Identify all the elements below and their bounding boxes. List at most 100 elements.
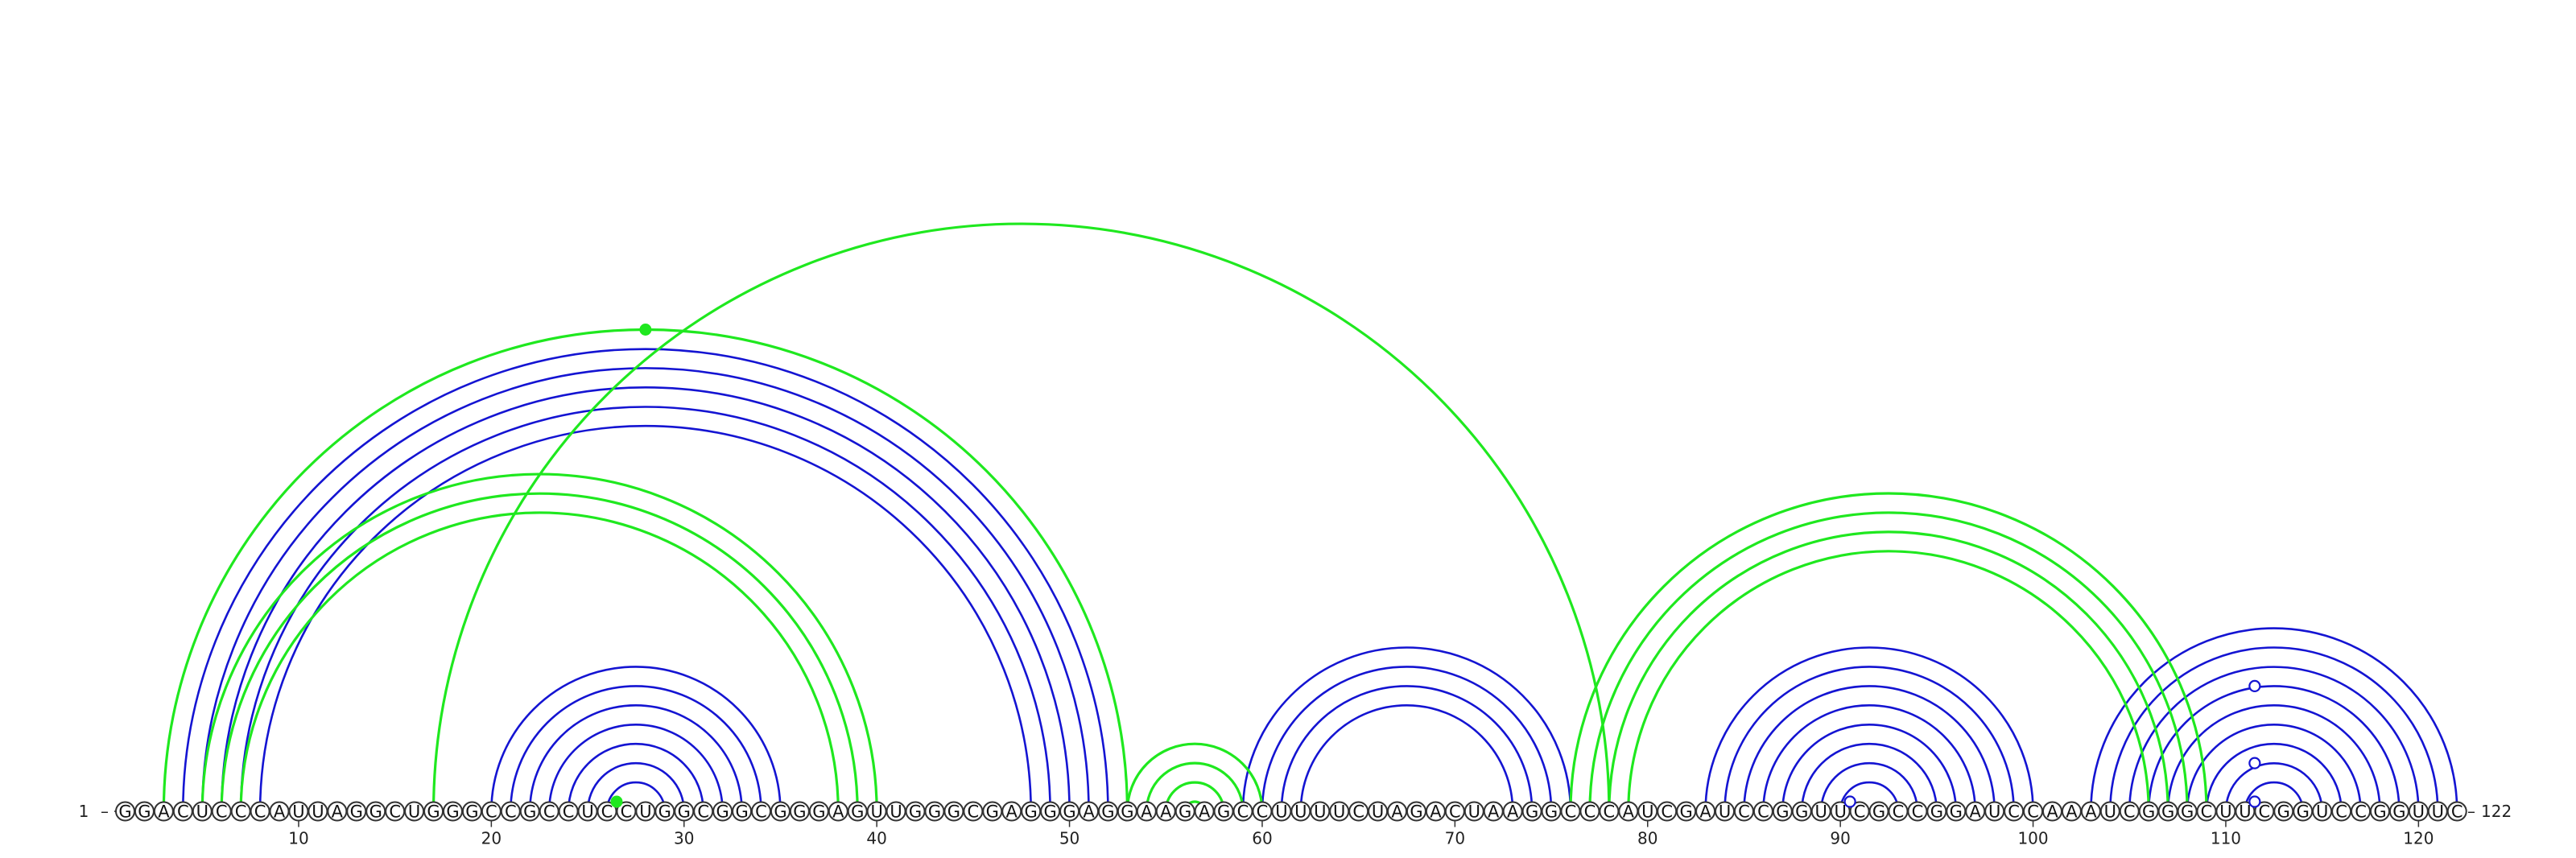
nucleotide-letter: G [1872,802,1885,822]
nucleotide-circle [2446,801,2467,822]
nucleotide-letter: C [1449,802,1461,822]
nucleotide: U [577,801,598,822]
nucleotide-letter: G [716,802,729,822]
blue-base-pair-arc [1762,704,1977,812]
blue-base-pair-arc [567,742,704,812]
blue-base-pair-arc [1704,646,2034,812]
nucleotide-letter: G [2161,802,2174,822]
nucleotide-letter: C [2008,802,2020,822]
nucleotide: U [1810,801,1831,822]
nucleotide-letter: G [774,802,786,822]
nucleotide-letter: G [1525,802,1538,822]
nucleotide: G [2388,801,2409,822]
nucleotide-letter: C [543,802,555,822]
nucleotide: G [1946,801,1967,822]
nucleotide: C [693,801,714,822]
nucleotide: U [1637,801,1658,822]
nucleotide: G [1541,801,1562,822]
nucleotide: G [423,801,444,822]
tick-label: 60 [1252,829,1272,848]
nucleotide-letter: U [1834,802,1846,822]
nucleotide-letter: G [1043,802,1056,822]
blue-base-pair-arc [220,386,1071,812]
nucleotide: C [539,801,559,822]
tick-label: 90 [1830,829,1850,848]
nucleotide: C [1232,801,1253,822]
nucleotide-letter: G [658,802,671,822]
nucleotide: C [2331,801,2352,822]
nucleotide: U [1290,801,1311,822]
nucleotide-letter: C [2355,802,2367,822]
tick-label: 20 [481,829,502,848]
nucleotide: C [1252,801,1273,822]
nucleotide: U [1984,801,2005,822]
nucleotide-letter: U [1314,802,1326,822]
nucleotide-letter: C [1854,802,1866,822]
nucleotide: A [1387,801,1408,822]
nucleotide: G [847,801,868,822]
tick-label: 70 [1445,829,1465,848]
nucleotide-letter: U [581,802,593,822]
nucleotide-letter: A [1160,802,1172,822]
blue-base-pair-arc [1241,646,1572,812]
nucleotide: G [346,801,367,822]
nucleotide-letter: C [1352,802,1364,822]
green-base-pair-arc [1145,761,1245,812]
nucleotide-letter: A [832,802,844,822]
nucleotide: A [2061,801,2082,822]
nucleotide: G [1097,801,1118,822]
end-dash: – [2467,802,2475,821]
nucleotide: A [2042,801,2062,822]
nucleotide-letter: U [292,802,304,822]
tick-label: 30 [674,829,694,848]
apex-ring-marker [2248,795,2261,808]
nucleotide: G [808,801,829,822]
nucleotide: C [1888,801,1909,822]
nucleotide-letter: U [1372,802,1384,822]
nucleotide: C [751,801,772,822]
nucleotide: U [404,801,425,822]
nucleotide: A [2080,801,2101,822]
nucleotide-letter: A [1699,802,1711,822]
nucleotide-letter: U [1719,802,1731,822]
nucleotide: A [153,801,174,822]
nucleotide: G [1406,801,1426,822]
nucleotide: C [500,801,521,822]
blue-base-pair-arc [2186,723,2362,812]
nucleotide: U [1329,801,1350,822]
nucleotide-letter: G [1121,802,1133,822]
green-base-pair-arc [1627,550,2150,812]
nucleotide-letter: C [1565,802,1577,822]
nucleotide: A [269,801,290,822]
tick-label: 10 [288,829,308,848]
nucleotide: G [1174,801,1195,822]
nucleotide-letter: C [235,802,247,822]
nucleotide: G [1772,801,1793,822]
nucleotide-letter: C [1738,802,1750,822]
blue-base-pair-arc [510,685,762,812]
green-base-pair-arc [239,511,840,812]
nucleotide-letter: G [2373,802,2386,822]
blue-base-pair-arc [258,424,1032,812]
nucleotide-letter: G [812,802,825,822]
arcs-layer [162,222,2458,812]
nucleotide: A [1155,801,1176,822]
nucleotide: G [712,801,733,822]
nucleotide-letter: G [1101,802,1114,822]
nucleotide: C [1907,801,1928,822]
nucleotide: C [385,801,406,822]
nucleotide: A [1079,801,1099,822]
nucleotide: U [1271,801,1292,822]
nucleotide: G [134,801,155,822]
nucleotide-letter: G [851,802,864,822]
nucleotide-letter: G [1679,802,1692,822]
green-base-pair-arc [162,328,1129,812]
nucleotide-letter: C [2451,802,2463,822]
blue-base-pair-arc [605,781,667,812]
nucleotide: A [1136,801,1157,822]
nucleotide-letter: G [986,802,999,822]
nucleotide-letter: C [2259,802,2271,822]
apex-dot-marker [639,324,652,336]
nucleotide: G [1213,801,1234,822]
